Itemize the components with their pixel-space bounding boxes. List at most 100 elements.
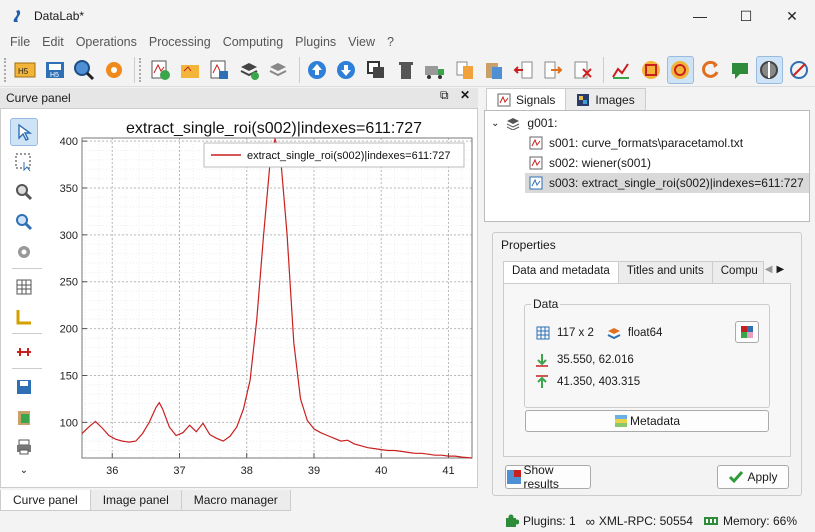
plot-series [81, 136, 473, 459]
dtype-layers-icon [607, 328, 621, 340]
show-results-button[interactable]: Show results [505, 463, 591, 491]
tab-image-panel[interactable]: Image panel [89, 490, 182, 511]
tree-item-selected[interactable]: s003: extract_single_roi(s002)|indexes=6… [525, 173, 809, 193]
curve-plot[interactable]: extract_single_roi(s002)|indexes=611:727… [44, 116, 474, 486]
y-tick-label: 150 [60, 370, 78, 382]
select-pointer-icon[interactable] [10, 118, 38, 146]
browse-h5-icon[interactable] [71, 56, 98, 84]
curve-panel-header: Curve panel ⧉ ✕ [0, 88, 478, 108]
copy-to-clipboard-icon[interactable] [10, 403, 38, 431]
x-tick-label: 39 [308, 465, 320, 477]
svg-text:H5: H5 [50, 72, 59, 79]
import-metadata-icon[interactable] [510, 56, 537, 84]
compute-roi-icon[interactable] [638, 56, 665, 84]
toolbar-grip[interactable] [139, 57, 143, 82]
y-tick-label: 250 [60, 277, 78, 289]
link-icon: ∞ [585, 513, 595, 529]
curve-plot-area [0, 108, 478, 488]
open-h5-icon[interactable]: H5 [12, 56, 39, 84]
apply-button[interactable]: Apply [717, 465, 789, 489]
duplicate-icon[interactable] [363, 56, 390, 84]
new-signal-icon[interactable] [147, 56, 174, 84]
cross-section-icon[interactable] [10, 338, 38, 366]
image-icon [577, 93, 590, 106]
comment-icon[interactable] [726, 56, 753, 84]
menu-processing[interactable]: Processing [148, 35, 211, 49]
save-signal-icon[interactable] [206, 56, 233, 84]
edit-roi-icon[interactable] [667, 55, 694, 84]
float-panel-icon[interactable]: ⧉ [440, 88, 449, 102]
save-icon[interactable] [10, 373, 38, 401]
apply-label: Apply [747, 470, 778, 484]
menu-operations[interactable]: Operations [75, 35, 137, 49]
refresh-icon[interactable] [697, 56, 724, 84]
menu-plugins[interactable]: Plugins [295, 35, 337, 49]
export-layers-icon[interactable] [265, 56, 292, 84]
tree-group-row[interactable]: ⌄ g001: [485, 113, 809, 133]
axes-icon[interactable] [10, 303, 38, 331]
puzzle-plugin-icon [505, 514, 519, 527]
toggle-view-icon[interactable] [755, 55, 783, 84]
tab-scroll-left-icon[interactable]: ◀ [764, 264, 773, 275]
plot-grid [82, 138, 472, 458]
tab-signals[interactable]: Signals [486, 88, 567, 110]
paste-metadata-icon[interactable] [481, 56, 508, 84]
tab-signals-label: Signals [516, 92, 556, 107]
settings-gear-icon[interactable] [101, 56, 128, 84]
more-tools-chevron-icon[interactable]: ⌄ [19, 464, 29, 476]
tab-curve-panel[interactable]: Curve panel [0, 490, 91, 511]
tab-macro-manager[interactable]: Macro manager [180, 490, 291, 511]
delete-icon[interactable] [392, 56, 419, 84]
x-tick-label: 36 [106, 465, 118, 477]
minimize-button[interactable]: — [693, 8, 707, 24]
bottom-tab-bar: Curve panel Image panel Macro manager [0, 489, 478, 511]
tree-item[interactable]: s002: wiener(s001) [485, 153, 809, 173]
tab-data-and-metadata[interactable]: Data and metadata [503, 261, 619, 283]
gear-icon[interactable] [10, 238, 38, 266]
open-signal-icon[interactable] [176, 56, 203, 84]
tool-separator [12, 333, 42, 334]
legend-entry: extract_single_roi(s002)|indexes=611:727 [247, 150, 451, 162]
x-tick-label: 37 [173, 465, 185, 477]
toolbar-separator [603, 56, 605, 83]
tool-separator [12, 268, 42, 269]
menu-file[interactable]: File [10, 35, 31, 49]
move-down-icon[interactable] [333, 56, 360, 84]
maximize-button[interactable]: ☐ [739, 7, 753, 24]
delete-metadata-icon[interactable] [570, 56, 597, 84]
tab-images[interactable]: Images [565, 88, 646, 110]
toolbar-separator [298, 56, 300, 83]
tab-titles-and-units[interactable]: Titles and units [617, 261, 713, 283]
toolbar-grip[interactable] [4, 57, 8, 82]
view-array-button[interactable] [735, 321, 759, 343]
tree-item[interactable]: s001: curve_formats\paracetamol.txt [485, 133, 809, 153]
tab-images-label: Images [595, 92, 635, 107]
menu-help[interactable]: ? [387, 35, 394, 49]
menu-edit[interactable]: Edit [42, 35, 64, 49]
group-label: g001: [527, 116, 558, 130]
tab-scroll-right-icon[interactable]: ▶ [776, 264, 785, 275]
menu-computing[interactable]: Computing [222, 35, 284, 49]
disable-icon[interactable] [786, 56, 813, 84]
zoom-icon[interactable] [10, 178, 38, 206]
menu-view[interactable]: View [348, 35, 376, 49]
delete-all-truck-icon[interactable] [422, 56, 449, 84]
save-h5-icon[interactable]: H5 [41, 56, 68, 84]
tab-computing[interactable]: Compu [711, 261, 764, 283]
copy-metadata-icon[interactable] [451, 56, 478, 84]
collapse-chevron-icon[interactable]: ⌄ [491, 117, 500, 129]
close-button[interactable]: ✕ [786, 7, 798, 24]
grid-icon[interactable] [10, 273, 38, 301]
zoom-in-icon[interactable] [10, 208, 38, 236]
close-panel-icon[interactable]: ✕ [460, 88, 471, 102]
export-metadata-icon[interactable] [540, 56, 567, 84]
rect-zoom-icon[interactable] [10, 148, 38, 176]
print-icon[interactable] [10, 433, 38, 461]
add-annotation-icon[interactable] [608, 56, 635, 84]
max-arrow-icon [536, 375, 548, 388]
import-layers-icon[interactable] [236, 56, 263, 84]
metadata-button[interactable]: Metadata [525, 410, 769, 432]
move-up-icon[interactable] [304, 56, 331, 84]
metadata-icon [614, 415, 627, 427]
x-tick-label: 40 [375, 465, 387, 477]
